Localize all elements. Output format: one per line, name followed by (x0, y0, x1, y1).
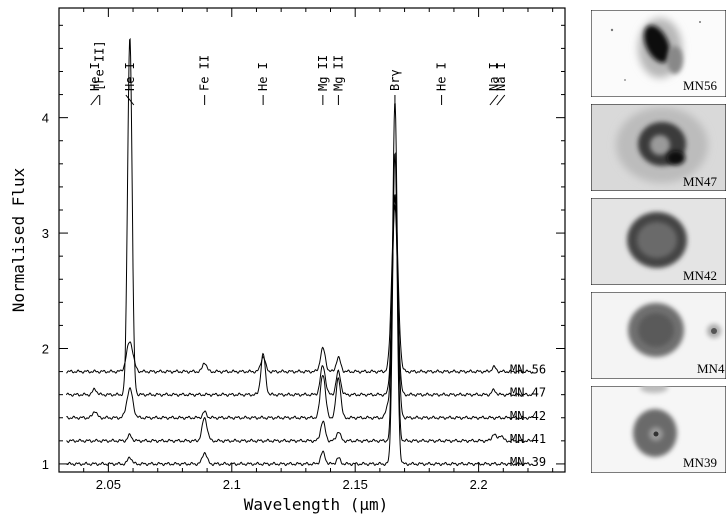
thumbnail-label: MN4 (697, 361, 725, 376)
plot-frame (58, 7, 566, 473)
series-label: MN 47 (510, 386, 546, 400)
line-marker (125, 94, 135, 106)
spectrum-line-mn56 (66, 194, 534, 374)
line-id-label: Brγ (388, 69, 402, 91)
line-id-label: Mg II (316, 55, 330, 91)
series-label: MN 42 (510, 409, 546, 423)
thumbnail-mn41: MN4 (591, 292, 726, 379)
series-label: MN 39 (510, 455, 546, 469)
x-tick-label: 2.15 (343, 477, 368, 492)
line-id-label: Na I (487, 62, 501, 91)
line-id-label: Mg II (331, 55, 345, 91)
spectrum-line-mn42 (66, 203, 534, 421)
axis-ticks: 2.05 2.1 2.15 2.2 1 2 3 4 (42, 8, 565, 492)
spectra-series: MN 56 MN 47 MN 42 MN 41 MN 39 (65, 37, 546, 469)
x-axis-title: Wavelength (μm) (244, 495, 389, 514)
thumbnail-mn56: MN56 (591, 10, 726, 97)
x-tick-label: 2.05 (96, 477, 121, 492)
spectrum-line-mn41 (66, 103, 534, 444)
series-label: MN 56 (510, 363, 546, 377)
spectrum-line-mn47 (65, 37, 534, 397)
line-marker (496, 94, 506, 106)
thumbnail-panel: MN56 MN47 MN42 MN4 (591, 10, 726, 473)
series-label: MN 41 (510, 432, 546, 446)
line-marker (489, 94, 499, 106)
y-axis-title: Normalised Flux (9, 167, 28, 312)
spectrum-line-mn39 (66, 152, 534, 467)
thumbnail-label: MN47 (683, 174, 717, 189)
x-tick-label: 2.1 (223, 477, 241, 492)
line-id-label: He I (88, 62, 102, 91)
y-tick-label: 1 (42, 457, 49, 472)
line-marker (90, 94, 100, 106)
y-tick-label: 2 (42, 341, 49, 356)
thumbnail-mn39: MN39 (591, 386, 726, 473)
thumbnail-label: MN39 (683, 455, 717, 470)
thumbnail-label: MN56 (683, 78, 717, 93)
x-tick-label: 2.2 (470, 477, 488, 492)
line-id-label: He I (256, 62, 270, 91)
thumbnail-mn42: MN42 (591, 198, 726, 285)
thumbnail-label: MN42 (683, 268, 717, 283)
line-id-label: He I (435, 62, 449, 91)
thumbnail-mn47: MN47 (591, 104, 726, 191)
y-tick-label: 4 (42, 111, 49, 126)
line-id-label: [Fe II] (93, 40, 107, 91)
line-id-label: Na I (494, 62, 508, 91)
line-identifications: He I[Fe II] He I Fe II He I Mg II Mg II Brγ He … (88, 40, 508, 106)
y-tick-label: 3 (42, 226, 49, 241)
line-id-label: He I (123, 62, 137, 91)
line-id-label: Fe II (198, 55, 212, 91)
